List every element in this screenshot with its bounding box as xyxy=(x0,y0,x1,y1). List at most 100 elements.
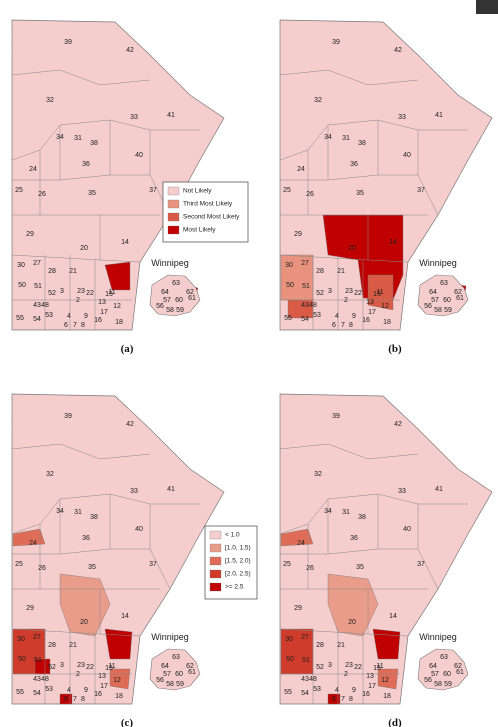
region-label: 9 xyxy=(352,313,356,320)
inset-label: 64 xyxy=(161,663,169,670)
region-label: 6 xyxy=(64,322,68,329)
region-label: 24 xyxy=(297,540,305,547)
region-label: 50 xyxy=(286,282,294,289)
region-label: 52 xyxy=(316,290,324,297)
legend-label: < 1.0 xyxy=(225,532,240,539)
region-label: 27 xyxy=(301,260,309,267)
region-label: 26 xyxy=(306,565,314,572)
region-border xyxy=(417,548,439,590)
winnipeg-inset xyxy=(417,648,469,691)
region-label: 12 xyxy=(381,303,389,310)
region-label: 18 xyxy=(115,319,123,326)
region-label: 12 xyxy=(113,303,121,310)
region-label: 52 xyxy=(316,664,324,671)
inset-label: 57 xyxy=(163,297,171,304)
region-label: 16 xyxy=(362,691,370,698)
region-label: 17 xyxy=(100,683,108,690)
region-label: 35 xyxy=(356,564,364,571)
region-label: 50 xyxy=(286,656,294,663)
region-border xyxy=(11,443,151,460)
inset-label: 59 xyxy=(176,307,184,314)
region-label: 37 xyxy=(149,561,157,568)
inset-label: 59 xyxy=(444,681,452,688)
region-label: 18 xyxy=(383,319,391,326)
inset-label: 63 xyxy=(440,280,448,287)
region-label: 35 xyxy=(88,564,96,571)
legend-swatch xyxy=(209,530,222,540)
inset-title: Winnipeg xyxy=(151,258,189,268)
region-label: 43 xyxy=(33,676,41,683)
region-label: 9 xyxy=(84,687,88,694)
legend-swatch xyxy=(209,543,222,553)
region-label: 6 xyxy=(332,696,336,703)
region-label: 21 xyxy=(337,268,345,275)
region-label: 16 xyxy=(94,317,102,324)
region-label: 41 xyxy=(435,486,443,493)
region-label: 26 xyxy=(306,191,314,198)
region-label: 40 xyxy=(403,152,411,159)
region-label: 33 xyxy=(398,488,406,495)
region-label: 13 xyxy=(366,673,374,680)
inset-label: 58 xyxy=(434,681,442,688)
inset-label: 62 xyxy=(186,663,194,670)
region-label: 22 xyxy=(86,290,94,297)
region-label: 8 xyxy=(81,322,85,329)
region-label: 48 xyxy=(309,676,317,683)
region-label: 11 xyxy=(376,663,383,670)
region-label: 23 xyxy=(345,288,353,295)
region-label: 25 xyxy=(283,561,291,568)
inset-label: 62 xyxy=(454,289,462,296)
region-label: 25 xyxy=(15,561,23,568)
region-label: 51 xyxy=(302,657,310,664)
region-label: 13 xyxy=(366,299,374,306)
inset-label: 61 xyxy=(456,669,464,676)
region-label: 37 xyxy=(149,187,157,194)
region-label: 4 xyxy=(335,687,339,694)
region-label: 8 xyxy=(81,696,85,703)
region-label: 4 xyxy=(67,313,71,320)
region-label: 7 xyxy=(341,322,345,329)
inset-label: 60 xyxy=(175,297,183,304)
region-label: 22 xyxy=(86,664,94,671)
region-label: 42 xyxy=(126,47,134,54)
region-label: 34 xyxy=(56,508,64,515)
highlight-region xyxy=(12,528,46,547)
region-label: 29 xyxy=(26,605,34,612)
inset-label: 57 xyxy=(431,671,439,678)
region-label: 33 xyxy=(130,488,138,495)
region-label: 11 xyxy=(376,289,383,296)
region-label: 34 xyxy=(56,134,64,141)
region-label: 21 xyxy=(69,642,77,649)
region-label: 31 xyxy=(74,135,82,142)
region-label: 24 xyxy=(297,166,305,173)
inset-label: 61 xyxy=(456,295,464,302)
region-label: 2 xyxy=(344,671,348,678)
region-label: 34 xyxy=(324,508,332,515)
region-label: 23 xyxy=(77,662,85,669)
region-label: 14 xyxy=(389,239,397,246)
region-label: 43 xyxy=(33,302,41,309)
inset-label: 58 xyxy=(434,307,442,314)
region-label: 29 xyxy=(294,605,302,612)
highlight-region xyxy=(59,693,73,705)
legend-label: Second Most Likely xyxy=(183,214,240,221)
region-label: 17 xyxy=(100,309,108,316)
region-label: 2 xyxy=(76,671,80,678)
region-label: 33 xyxy=(398,114,406,121)
region-border xyxy=(149,548,171,590)
inset-label: 61 xyxy=(188,295,196,302)
region-label: 54 xyxy=(301,690,309,697)
region-label: 53 xyxy=(313,686,321,693)
region-label: 30 xyxy=(17,636,25,643)
region-label: 36 xyxy=(350,535,358,542)
highlight-region xyxy=(372,628,401,660)
region-label: 33 xyxy=(130,114,138,121)
region-label: 36 xyxy=(82,161,90,168)
region-label: 55 xyxy=(16,689,24,696)
region-label: 28 xyxy=(48,642,56,649)
inset-label: 59 xyxy=(444,307,452,314)
inset-label: 63 xyxy=(172,654,180,661)
region-label: 37 xyxy=(417,187,425,194)
